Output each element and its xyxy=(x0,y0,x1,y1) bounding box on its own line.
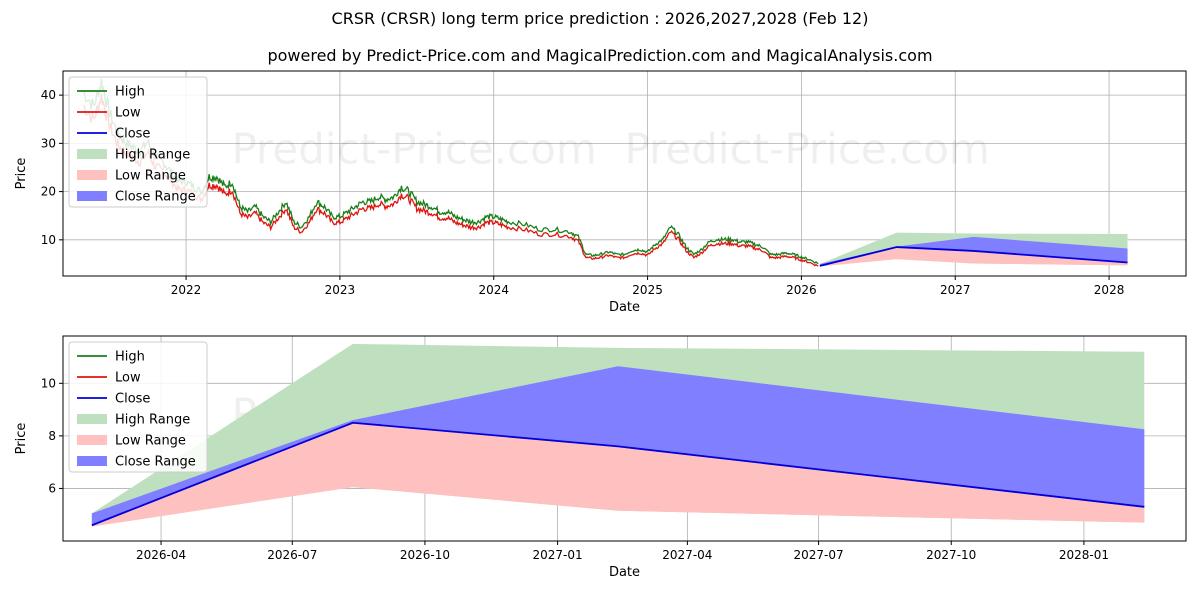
low-range-area xyxy=(819,247,1128,267)
legend-area-swatch xyxy=(77,435,107,445)
low-range-area xyxy=(91,422,1145,527)
legend-label: Close xyxy=(115,127,150,142)
y-axis-label: Price xyxy=(14,423,29,455)
y-tick-label: 6 xyxy=(48,481,56,495)
legend-label: Low xyxy=(115,106,141,121)
x-tick-label: 2026 xyxy=(786,283,817,297)
legend: High Low Close High Range Low Range Close Ran… xyxy=(68,341,208,473)
x-tick-label: 2023 xyxy=(325,283,356,297)
plot-area xyxy=(91,343,1145,527)
y-tick-label: 10 xyxy=(41,233,56,247)
close-forecast-line xyxy=(91,421,1145,527)
legend-label: High xyxy=(115,85,145,100)
y-tick-label: 8 xyxy=(48,429,56,443)
legend-label: Close Range xyxy=(115,190,196,205)
y-axis-label: Price xyxy=(14,158,29,190)
close-range-area xyxy=(819,236,1128,266)
legend-label: High Range xyxy=(115,148,190,163)
x-tick-label: 2026-07 xyxy=(267,548,317,562)
legend-area-swatch xyxy=(77,170,107,180)
legend-label: High xyxy=(115,350,145,365)
legend-area-swatch xyxy=(77,456,107,466)
x-tick-label: 2027-07 xyxy=(794,548,844,562)
x-tick-label: 2026-10 xyxy=(400,548,450,562)
x-tick-label: 2027-10 xyxy=(926,548,976,562)
watermark-right: Predict-Price.com xyxy=(625,124,990,173)
legend-area-swatch xyxy=(77,191,107,201)
y-tick-label: 30 xyxy=(41,136,56,150)
y-tick-label: 20 xyxy=(41,185,56,199)
chart-title: CRSR (CRSR) long term price prediction :… xyxy=(331,9,869,28)
x-tick-label: 2028-01 xyxy=(1059,548,1109,562)
x-tick-label: 2022 xyxy=(171,283,202,297)
legend-area-swatch xyxy=(77,414,107,424)
chart-subtitle: powered by Predict-Price.com and Magical… xyxy=(267,46,933,65)
watermark-left: Predict-Price.com xyxy=(231,124,596,173)
legend-area-swatch xyxy=(77,149,107,159)
plot-frame xyxy=(62,335,1187,542)
x-tick-label: 2027-01 xyxy=(533,548,583,562)
plot-frame xyxy=(62,70,1187,277)
x-tick-label: 2026-04 xyxy=(136,548,186,562)
plot-area xyxy=(82,78,1128,267)
legend-label: High Range xyxy=(115,413,190,428)
chart-panel-2: Predict-Price.comPredict-Price.com2026-0… xyxy=(14,335,1187,580)
y-tick-label: 40 xyxy=(41,88,56,102)
x-tick-label: 2027-04 xyxy=(662,548,712,562)
x-tick-label: 2025 xyxy=(632,283,663,297)
legend-label: Low xyxy=(115,371,141,386)
x-axis-label: Date xyxy=(609,565,640,580)
legend-label: Close xyxy=(115,392,150,407)
y-tick-label: 10 xyxy=(41,376,56,390)
chart-panel-1: Predict-Price.com Predict-Price.com 2022 20… xyxy=(14,70,1187,315)
x-tick-label: 2027 xyxy=(940,283,971,297)
legend-label: Low Range xyxy=(115,434,186,449)
legend-label: Close Range xyxy=(115,455,196,470)
legend: High Low Close High Range Low Range Close Ran… xyxy=(68,76,208,208)
close-forecast-line xyxy=(819,246,1128,267)
x-axis-label: Date xyxy=(609,300,640,315)
x-tick-label: 2028 xyxy=(1094,283,1125,297)
x-tick-label: 2024 xyxy=(478,283,509,297)
legend-label: Low Range xyxy=(115,169,186,184)
